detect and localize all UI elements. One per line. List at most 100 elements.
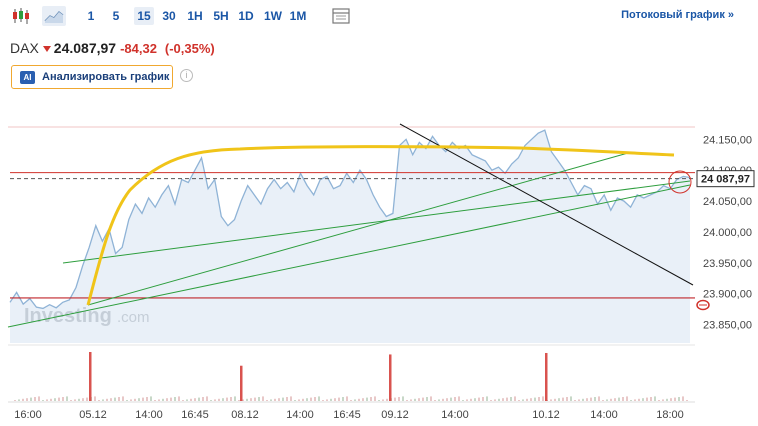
volume-bar <box>186 399 188 401</box>
volume-bar <box>438 399 440 401</box>
volume-bar <box>98 400 100 401</box>
volume-bar <box>550 399 552 401</box>
volume-bar <box>30 397 32 401</box>
volume-bar <box>146 397 148 401</box>
volume-bar <box>326 399 328 401</box>
volume-bar <box>430 396 432 401</box>
volume-bar <box>678 397 680 401</box>
ai-badge-icon: AI <box>20 70 35 84</box>
x-tick-label: 10.12 <box>532 409 560 421</box>
y-tick-label: 23.950,00 <box>703 258 752 270</box>
volume-bar <box>222 398 224 401</box>
volume-bar <box>22 398 24 401</box>
volume-bar <box>322 400 324 401</box>
volume-bar <box>234 396 236 401</box>
volume-bar <box>502 398 504 401</box>
volume-bar <box>282 397 284 401</box>
timeframe-1d[interactable]: 1D <box>238 9 254 23</box>
alert-marker[interactable] <box>696 299 710 311</box>
volume-bar <box>538 397 540 401</box>
y-tick-label: 24.000,00 <box>703 227 752 239</box>
trendline-rising[interactable] <box>87 152 629 306</box>
candles-icon[interactable] <box>10 6 32 26</box>
symbol: DAX <box>10 40 39 56</box>
volume-bar <box>530 398 532 401</box>
analyze-chart-button[interactable]: AI Анализировать график <box>11 65 173 89</box>
volume-bar <box>350 400 352 401</box>
volume-bar <box>654 396 656 401</box>
price-change-pct: (-0,35%) <box>164 41 215 56</box>
timeframe-5h[interactable]: 5H <box>213 9 229 23</box>
price-marker-circle[interactable] <box>668 170 692 194</box>
trendline-support[interactable] <box>62 180 691 264</box>
volume-bar <box>314 397 316 401</box>
info-icon[interactable]: i <box>180 69 193 82</box>
volume-bar <box>306 398 308 401</box>
volume-bar <box>386 398 388 401</box>
volume-bar <box>486 396 488 401</box>
trendline-falling[interactable] <box>399 123 694 286</box>
volume-spike <box>89 352 92 401</box>
volume-bar <box>298 399 300 401</box>
price-line <box>9 129 691 310</box>
volume-bar <box>566 397 568 401</box>
volume-bar <box>14 400 16 401</box>
volume-bar <box>658 400 660 401</box>
volume-bar <box>606 399 608 401</box>
volume-bar <box>254 397 256 401</box>
timeframe-30[interactable]: 30 <box>162 9 176 23</box>
current-price-label: 24 087,97 <box>701 174 750 186</box>
volume-bar <box>358 398 360 401</box>
timeframe-5[interactable]: 5 <box>112 9 120 23</box>
volume-bar <box>54 398 56 401</box>
volume-bar <box>198 397 200 401</box>
volume-bar <box>166 398 168 401</box>
timeframe-1m[interactable]: 1M <box>289 9 307 23</box>
volume-bar <box>46 399 48 401</box>
analyze-chart-label: Анализировать график <box>42 71 170 83</box>
volume-bar <box>466 399 468 401</box>
watermark-suffix: .com <box>117 309 150 326</box>
volume-bar <box>26 398 28 401</box>
volume-bar <box>154 400 156 401</box>
volume-bar <box>206 396 208 401</box>
volume-bar <box>218 398 220 401</box>
stream-chart-link[interactable]: Потоковый график » <box>621 9 734 21</box>
volume-bar <box>594 397 596 401</box>
volume-bar <box>78 398 80 401</box>
volume-bar <box>274 398 276 401</box>
timeframe-1w[interactable]: 1W <box>264 9 282 23</box>
x-tick-label: 18:00 <box>656 409 684 421</box>
timeframe-1h[interactable]: 1H <box>187 9 203 23</box>
volume-bar <box>374 396 376 401</box>
volume-bar <box>226 397 228 401</box>
calendar-icon[interactable] <box>330 6 352 26</box>
volume-bar <box>62 397 64 401</box>
volume-bar <box>330 398 332 401</box>
volume-bar <box>366 397 368 401</box>
timeframe-15[interactable]: 15 <box>134 7 154 25</box>
trendline-lower[interactable] <box>7 184 691 328</box>
volume-bar <box>414 398 416 401</box>
volume-bar <box>266 400 268 401</box>
volume-bar <box>454 397 456 401</box>
volume-bar <box>134 398 136 401</box>
volume-bar <box>498 398 500 401</box>
volume-bar <box>122 396 124 401</box>
volume-bar <box>50 398 52 401</box>
timeframe-1[interactable]: 1 <box>87 9 95 23</box>
volume-bar <box>478 397 480 401</box>
volume-spike <box>389 354 392 401</box>
volume-bar <box>242 399 244 401</box>
volume-bar <box>250 398 252 401</box>
volume-bar <box>490 400 492 401</box>
volume-bar <box>182 400 184 401</box>
volume-bar <box>642 398 644 401</box>
volume-bar <box>526 398 528 401</box>
area-chart-icon[interactable] <box>42 6 66 26</box>
volume-bar <box>522 399 524 401</box>
volume-bar <box>378 400 380 401</box>
volume-bar <box>174 397 176 401</box>
curve-drawing[interactable] <box>86 145 675 306</box>
